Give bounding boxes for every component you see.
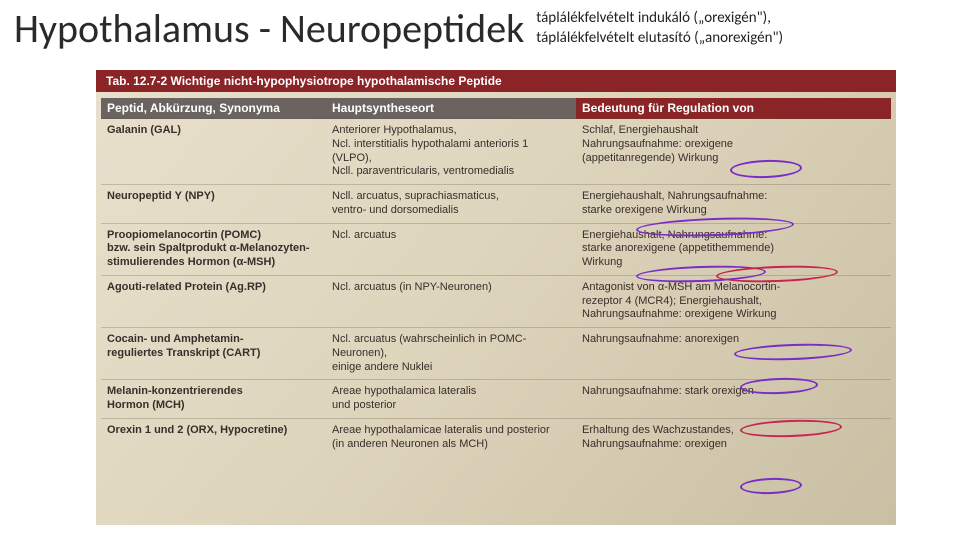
subtitle-line1: táplálékfelvételt indukáló („orexigén"), — [536, 9, 771, 27]
cell-a: Orexin 1 und 2 (ORX, Hypocretine) — [101, 418, 326, 456]
cell-a: Neuropeptid Y (NPY) — [101, 185, 326, 224]
cell-a: Proopiomelanocortin (POMC)bzw. sein Spal… — [101, 223, 326, 275]
slide-title: Hypothalamus - Neuropeptidek — [14, 4, 524, 53]
col-header-syntheseort: Hauptsyntheseort — [326, 98, 576, 119]
table-caption: Tab. 12.7-2 Wichtige nicht-hypophysiotro… — [96, 70, 896, 92]
col-header-bedeutung: Bedeutung für Regulation von — [576, 98, 891, 119]
cell-c: Energiehaushalt, Nahrungsaufnahme:starke… — [576, 185, 891, 224]
table-row: Agouti-related Protein (Ag.RP)Ncl. arcua… — [101, 275, 891, 327]
annotation-circle — [740, 477, 803, 495]
cell-c: Erhaltung des Wachzustandes,Nahrungsaufn… — [576, 418, 891, 456]
cell-a: Melanin-konzentrierendesHormon (MCH) — [101, 380, 326, 419]
peptide-table: Peptid, Abkürzung, Synonyma Hauptsynthes… — [101, 98, 891, 456]
table-row: Galanin (GAL)Anteriorer Hypothalamus,Ncl… — [101, 119, 891, 185]
textbook-photo: Tab. 12.7-2 Wichtige nicht-hypophysiotro… — [96, 70, 896, 525]
cell-c: Schlaf, EnergiehaushaltNahrungsaufnahme:… — [576, 119, 891, 185]
col-header-peptid: Peptid, Abkürzung, Synonyma — [101, 98, 326, 119]
table-row: Melanin-konzentrierendesHormon (MCH)Area… — [101, 380, 891, 419]
cell-b: Areae hypothalamica lateralisund posteri… — [326, 380, 576, 419]
cell-b: Ncl. arcuatus — [326, 223, 576, 275]
table-row: Neuropeptid Y (NPY)Ncll. arcuatus, supra… — [101, 185, 891, 224]
cell-a: Galanin (GAL) — [101, 119, 326, 185]
cell-c: Nahrungsaufnahme: stark orexigen — [576, 380, 891, 419]
cell-b: Anteriorer Hypothalamus,Ncl. interstitia… — [326, 119, 576, 185]
table-row: Orexin 1 und 2 (ORX, Hypocretine)Areae h… — [101, 418, 891, 456]
cell-a: Cocain- und Amphetamin-reguliertes Trans… — [101, 328, 326, 380]
cell-b: Areae hypothalamicae lateralis und poste… — [326, 418, 576, 456]
cell-a: Agouti-related Protein (Ag.RP) — [101, 275, 326, 327]
subtitle-line2: táplálékfelvételt elutasító („anorexigén… — [536, 29, 783, 47]
cell-c: Energiehaushalt, Nahrungsaufnahme:starke… — [576, 223, 891, 275]
cell-b: Ncll. arcuatus, suprachiasmaticus,ventro… — [326, 185, 576, 224]
cell-c: Antagonist von α-MSH am Melanocortin-rez… — [576, 275, 891, 327]
table-row: Cocain- und Amphetamin-reguliertes Trans… — [101, 328, 891, 380]
table-row: Proopiomelanocortin (POMC)bzw. sein Spal… — [101, 223, 891, 275]
cell-c: Nahrungsaufnahme: anorexigen — [576, 328, 891, 380]
slide-subtitle: táplálékfelvételt indukáló („orexigén"),… — [536, 4, 783, 49]
cell-b: Ncl. arcuatus (wahrscheinlich in POMC-Ne… — [326, 328, 576, 380]
cell-b: Ncl. arcuatus (in NPY-Neuronen) — [326, 275, 576, 327]
